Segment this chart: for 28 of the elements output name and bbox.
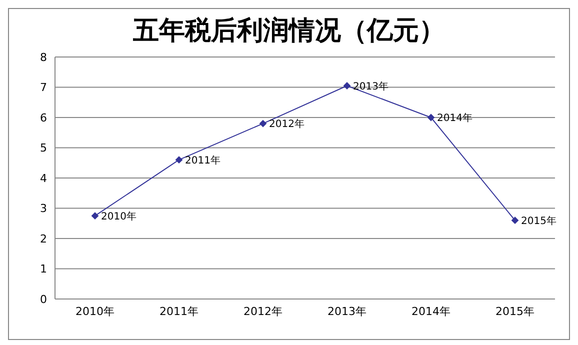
x-tick-label: 2011年 [160,304,198,318]
annotation: 2013年 [353,80,388,92]
y-tick-label: 1 [40,262,47,276]
x-tick-label: 2013年 [328,304,366,318]
y-tick-label: 2 [40,232,47,246]
chart-title: 五年税后利润情况（亿元） [132,15,446,48]
point [176,156,182,164]
y-tick-label: 5 [40,142,47,155]
annotation: 2011年 [185,154,220,166]
point [92,212,98,220]
point [512,216,518,224]
point [344,82,350,90]
point [428,114,434,121]
x-tick-label: 2012年 [244,304,282,318]
x-tick-label: 2010年 [76,304,114,318]
x-tick-label: 2014年 [412,304,450,318]
y-tick-label: 7 [40,81,47,94]
y-tick-label: 8 [40,50,47,64]
y-tick-label: 3 [40,202,47,216]
annotation: 2014年 [437,112,472,124]
y-tick-label: 4 [40,172,47,185]
annotation: 2010年 [101,210,136,222]
point [260,120,266,128]
annotation: 2015年 [521,214,556,227]
y-tick-label: 0 [40,292,47,306]
y-tick-label: 6 [40,111,47,124]
x-tick-label: 2015年 [496,304,534,318]
annotation: 2012年 [269,118,304,130]
